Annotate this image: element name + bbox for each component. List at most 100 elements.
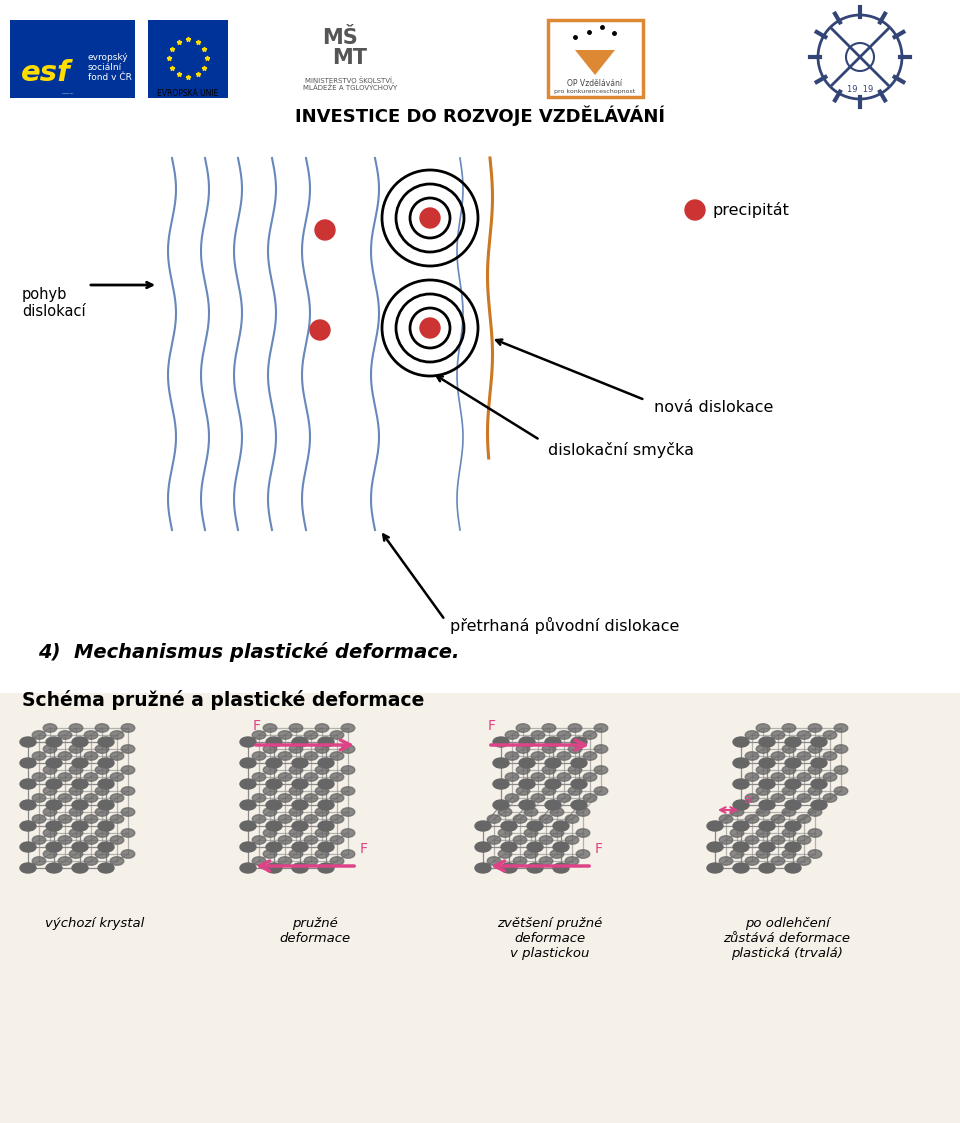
Ellipse shape [514,815,527,823]
Ellipse shape [110,794,124,802]
Ellipse shape [584,773,597,782]
Ellipse shape [318,800,334,810]
Ellipse shape [785,779,801,789]
Ellipse shape [785,737,801,747]
Ellipse shape [733,821,749,831]
Ellipse shape [59,773,72,782]
Ellipse shape [498,850,512,858]
Ellipse shape [782,766,796,774]
Ellipse shape [733,737,749,747]
Text: OP Vzdělávání: OP Vzdělávání [567,79,623,88]
Ellipse shape [824,751,837,760]
Bar [0,693,960,1123]
Ellipse shape [46,862,62,873]
Ellipse shape [69,723,83,732]
Ellipse shape [46,758,62,768]
Ellipse shape [719,815,732,823]
Ellipse shape [263,745,276,754]
Ellipse shape [292,842,308,852]
Ellipse shape [20,737,36,747]
Ellipse shape [516,745,530,754]
Ellipse shape [33,815,46,823]
Ellipse shape [110,857,124,865]
Ellipse shape [731,829,744,838]
Ellipse shape [278,836,292,844]
Ellipse shape [121,829,134,838]
Ellipse shape [797,794,811,802]
Ellipse shape [550,829,564,838]
Ellipse shape [278,731,292,739]
Ellipse shape [771,731,785,739]
Ellipse shape [576,829,589,838]
Ellipse shape [797,773,811,782]
Ellipse shape [98,862,114,873]
Ellipse shape [121,723,134,732]
Ellipse shape [498,807,512,816]
Ellipse shape [121,850,134,858]
Ellipse shape [318,779,334,789]
Ellipse shape [519,758,535,768]
Ellipse shape [33,794,46,802]
Ellipse shape [834,766,848,774]
Ellipse shape [69,807,83,816]
Ellipse shape [263,850,276,858]
Ellipse shape [43,787,57,795]
Ellipse shape [59,836,72,844]
Ellipse shape [571,758,587,768]
Polygon shape [28,742,106,868]
Ellipse shape [43,723,57,732]
Ellipse shape [43,766,57,774]
Ellipse shape [565,815,579,823]
Ellipse shape [292,821,308,831]
Ellipse shape [69,745,83,754]
Ellipse shape [46,821,62,831]
Ellipse shape [95,745,108,754]
Ellipse shape [95,787,108,795]
Ellipse shape [341,766,355,774]
Ellipse shape [493,779,509,789]
Ellipse shape [745,731,758,739]
Polygon shape [248,742,326,868]
Ellipse shape [557,731,571,739]
Circle shape [310,320,330,340]
Ellipse shape [59,751,72,760]
Ellipse shape [110,731,124,739]
Ellipse shape [542,723,556,732]
Ellipse shape [584,751,597,760]
Text: F: F [595,842,603,856]
Ellipse shape [289,787,302,795]
Ellipse shape [318,758,334,768]
Ellipse shape [516,787,530,795]
Ellipse shape [110,836,124,844]
Ellipse shape [33,836,46,844]
Ellipse shape [72,800,88,810]
Ellipse shape [487,836,501,844]
Ellipse shape [571,800,587,810]
Ellipse shape [240,821,256,831]
Ellipse shape [240,758,256,768]
Ellipse shape [834,745,848,754]
Ellipse shape [330,794,344,802]
Ellipse shape [493,800,509,810]
Circle shape [420,318,440,338]
Ellipse shape [540,836,553,844]
Polygon shape [715,742,819,868]
Ellipse shape [304,836,318,844]
Ellipse shape [121,745,134,754]
Ellipse shape [785,842,801,852]
Ellipse shape [576,807,589,816]
Ellipse shape [811,800,827,810]
Ellipse shape [756,723,770,732]
Ellipse shape [782,807,796,816]
Ellipse shape [571,779,587,789]
Ellipse shape [553,862,569,873]
Ellipse shape [759,737,775,747]
Ellipse shape [594,723,608,732]
Ellipse shape [475,821,491,831]
Ellipse shape [745,773,758,782]
Ellipse shape [69,766,83,774]
Ellipse shape [505,794,518,802]
Ellipse shape [519,800,535,810]
Ellipse shape [289,766,302,774]
Ellipse shape [110,751,124,760]
